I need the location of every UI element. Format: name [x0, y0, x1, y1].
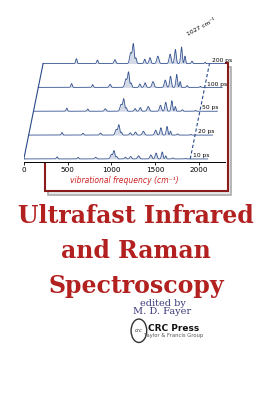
Bar	[46, 64, 228, 191]
Text: 20 ps: 20 ps	[198, 129, 214, 134]
Bar	[48, 67, 231, 195]
Text: 10 ps: 10 ps	[193, 153, 209, 158]
Text: Spectroscopy: Spectroscopy	[48, 274, 224, 298]
Text: 1027 cm⁻¹: 1027 cm⁻¹	[186, 17, 217, 37]
Text: 200 ps: 200 ps	[212, 58, 232, 63]
Text: Ultrafast Infrared: Ultrafast Infrared	[18, 204, 254, 228]
Text: M. D. Fayer: M. D. Fayer	[134, 307, 192, 316]
Text: PRACTICAL SPECTROSCOPY SERIES VOLUME 26: PRACTICAL SPECTROSCOPY SERIES VOLUME 26	[54, 55, 218, 61]
Text: 50 ps: 50 ps	[202, 106, 219, 110]
Text: CRC Press: CRC Press	[148, 324, 200, 333]
Text: edited by: edited by	[140, 299, 186, 308]
Text: and Raman: and Raman	[61, 239, 211, 263]
X-axis label: vibrational frequency (cm⁻¹): vibrational frequency (cm⁻¹)	[70, 176, 179, 185]
Text: Taylor & Francis Group: Taylor & Francis Group	[144, 332, 204, 338]
Text: crc: crc	[135, 328, 143, 333]
Text: 100 ps: 100 ps	[207, 82, 227, 87]
